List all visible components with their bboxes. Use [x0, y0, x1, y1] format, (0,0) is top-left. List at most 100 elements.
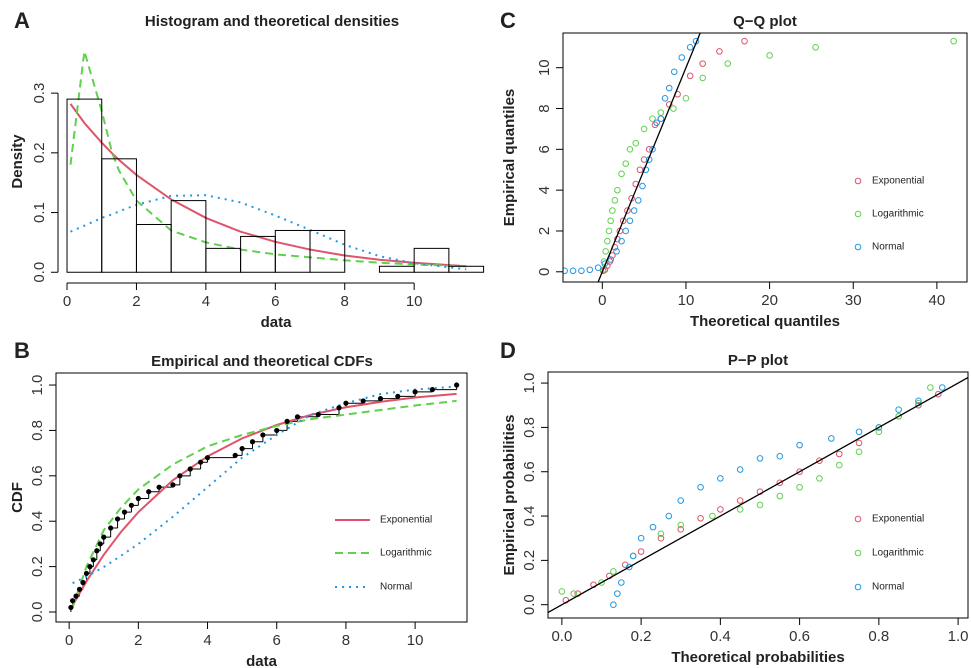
point: [686, 72, 694, 80]
x-tick-label: 2: [134, 632, 142, 649]
ecdf-step: [207, 457, 236, 463]
legend-swatch: [854, 243, 862, 251]
point: [637, 534, 645, 542]
ecdf-point: [284, 418, 290, 424]
legend-label: Normal: [380, 582, 412, 593]
reference-line: [548, 376, 968, 614]
point: [639, 182, 646, 190]
x-tick-label: 0.2: [631, 628, 652, 645]
y-tick-label: 6: [536, 145, 553, 153]
point: [816, 457, 823, 464]
ecdf-point: [274, 427, 280, 434]
chart-title: P−P plot: [728, 352, 788, 369]
y-tick-label: 0.6: [521, 461, 538, 482]
point: [607, 217, 614, 225]
point: [717, 506, 724, 513]
y-tick-label: 0.0: [521, 594, 538, 615]
panel-letter: D: [500, 338, 516, 363]
point: [677, 521, 685, 529]
y-tick-label: 0.0: [31, 262, 48, 283]
point: [586, 266, 594, 274]
point: [624, 207, 631, 214]
ecdf-point: [87, 564, 93, 570]
point: [657, 109, 665, 116]
point: [637, 548, 645, 555]
ecdf-point: [204, 455, 211, 461]
ecdf-point: [232, 452, 238, 458]
point: [915, 401, 922, 409]
y-tick-label: 0.4: [521, 506, 538, 527]
point: [736, 506, 744, 513]
panel-letter: B: [14, 338, 30, 363]
point: [895, 413, 902, 420]
point: [697, 483, 704, 491]
x-tick-label: 4: [203, 632, 211, 649]
point: [622, 160, 630, 167]
point: [604, 237, 611, 245]
ecdf-point: [156, 484, 162, 490]
ecdf-point: [412, 389, 418, 395]
x-tick-label: 0.8: [868, 628, 889, 645]
point: [855, 428, 863, 436]
panel: D P−P plot Theoretical probabilities Empiri…: [500, 338, 968, 666]
density-curve: [70, 194, 467, 271]
ecdf-point: [101, 534, 107, 540]
x-tick-label: 2: [132, 293, 140, 310]
point: [938, 384, 946, 391]
histogram-bar: [274, 229, 311, 273]
point: [602, 248, 609, 255]
x-axis-label: data: [246, 653, 278, 668]
ecdf-point: [80, 579, 86, 586]
ecdf-point: [83, 570, 90, 577]
y-axis-label: Empirical quantiles: [501, 89, 518, 227]
ecdf-point: [94, 548, 100, 554]
ecdf-point: [73, 593, 79, 599]
ecdf-point: [121, 509, 128, 515]
point: [657, 530, 665, 538]
histogram-bar: [170, 200, 207, 273]
point: [609, 207, 616, 214]
histogram-bar: [309, 229, 346, 273]
ecdf-point: [108, 525, 114, 531]
y-axis-label: CDF: [9, 482, 26, 513]
histogram-bar: [378, 265, 415, 273]
chart-title: Empirical and theoretical CDFs: [151, 353, 373, 370]
ecdf-point: [198, 459, 204, 465]
point: [709, 512, 716, 520]
x-tick-label: 10: [678, 292, 695, 309]
point: [756, 501, 764, 509]
ecdf-point: [315, 411, 321, 418]
ecdf-point: [177, 473, 183, 479]
x-tick-label: 20: [761, 292, 778, 309]
point: [875, 424, 883, 431]
point: [736, 497, 744, 504]
chart-title: Histogram and theoretical densities: [145, 13, 399, 30]
x-tick-label: 40: [929, 292, 946, 309]
y-axis-label: Empirical probabilities: [501, 415, 518, 576]
y-tick-label: 0: [536, 268, 553, 276]
ecdf-point: [239, 445, 245, 452]
point: [699, 60, 706, 67]
point: [895, 406, 902, 413]
point: [816, 475, 823, 482]
plot-frame: [562, 32, 968, 283]
x-tick-label: 6: [271, 293, 279, 310]
point: [598, 579, 605, 586]
point: [724, 60, 732, 67]
y-tick-label: 10: [536, 59, 553, 76]
chart-title: Q−Q plot: [733, 13, 797, 30]
histogram-bar: [413, 247, 450, 273]
histogram-bar: [205, 247, 242, 273]
point: [855, 439, 863, 447]
ecdf-point: [260, 432, 266, 438]
point: [636, 166, 644, 174]
point: [649, 146, 656, 153]
x-tick-label: 6: [273, 632, 281, 649]
point: [570, 590, 578, 597]
point: [875, 428, 883, 436]
ecdf-point: [429, 386, 436, 393]
density-curve: [71, 392, 457, 606]
ecdf-point: [336, 405, 342, 411]
point: [651, 121, 659, 129]
